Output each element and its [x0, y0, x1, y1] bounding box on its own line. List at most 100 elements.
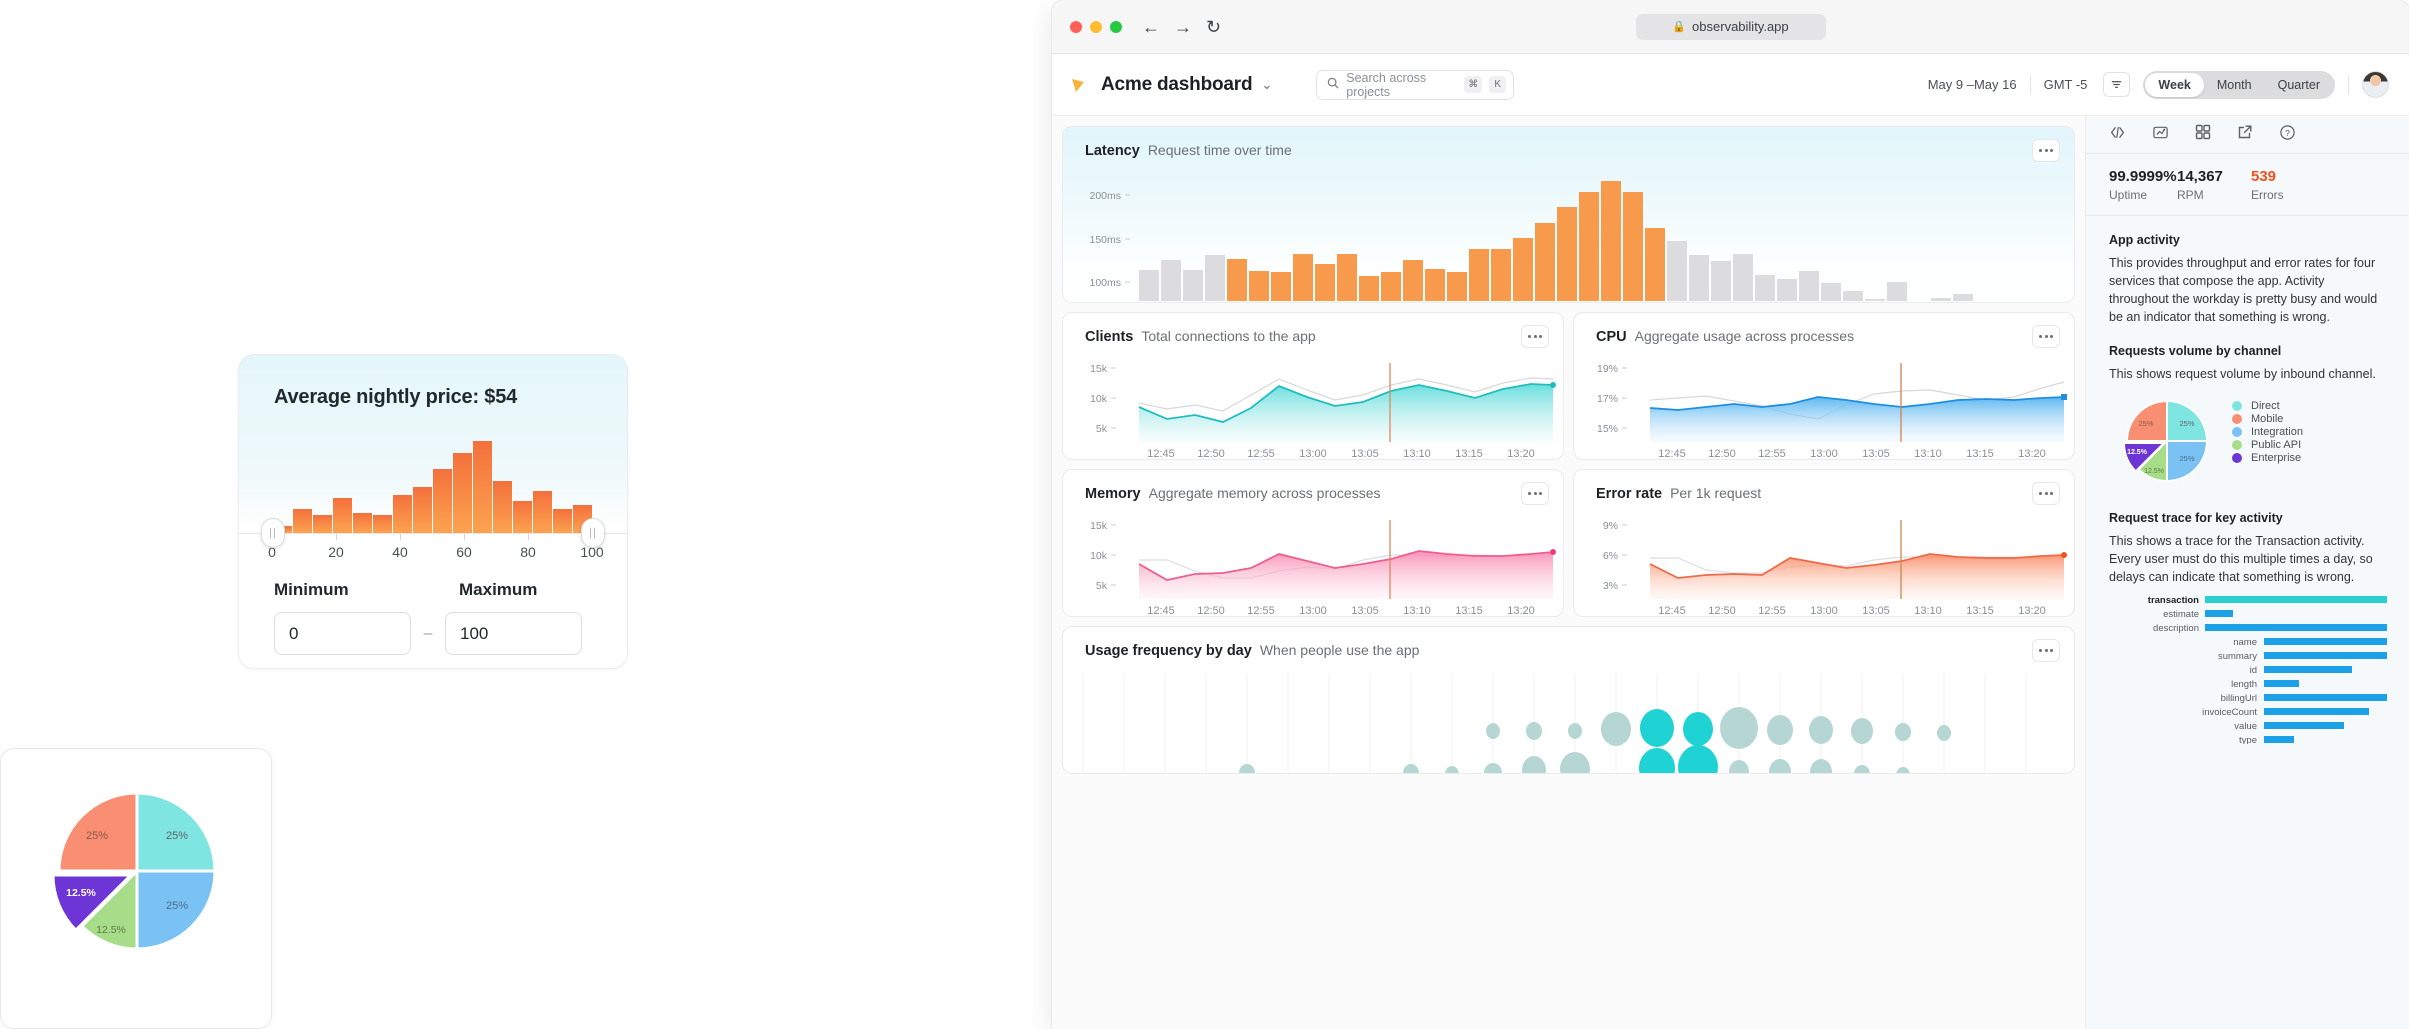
svg-text:id: id: [2250, 665, 2257, 676]
date-range-selector[interactable]: May 9 –May 16: [1927, 77, 2017, 92]
svg-text:13:15: 13:15: [1455, 448, 1483, 459]
svg-text:name: name: [2233, 637, 2257, 648]
svg-text:?: ?: [2285, 127, 2290, 137]
timezone-selector[interactable]: GMT -5: [2043, 77, 2088, 92]
sidebar-toolbar: ?: [2086, 116, 2409, 154]
request-trace-heading: Request trace for key activity: [2109, 510, 2283, 525]
sidebar-stats: 99.9999% Uptime 14,367 RPM 539 Errors: [2086, 154, 2409, 216]
tab-quarter[interactable]: Quarter: [2277, 77, 2320, 92]
maximum-input[interactable]: [445, 612, 582, 655]
range-slider-min-handle[interactable]: ||: [261, 518, 285, 548]
app-activity-body: This provides throughput and error rates…: [2109, 256, 2378, 325]
main-content: Latency Request time over time 200ms 150…: [1052, 116, 2085, 1029]
axis-tick-60: 60: [456, 544, 472, 560]
filter-button[interactable]: [2103, 72, 2131, 97]
error-rate-area-chart: 9% 6% 3% 12:45 12:50: [1603, 520, 2067, 616]
svg-text:Enterprise: Enterprise: [2251, 452, 2301, 464]
grid-icon[interactable]: [2195, 124, 2211, 145]
memory-more-button[interactable]: [1521, 482, 1549, 505]
minimum-input[interactable]: [274, 612, 411, 655]
svg-text:12:50: 12:50: [1197, 448, 1225, 459]
svg-text:12:55: 12:55: [1247, 605, 1275, 616]
error-ytick-9: 9%: [1603, 520, 1618, 532]
cpu-card: CPU Aggregate usage across processes: [1573, 312, 2075, 460]
latency-more-button[interactable]: [2032, 139, 2060, 162]
acme-logo-icon: [1070, 75, 1090, 95]
help-icon[interactable]: ?: [2279, 124, 2296, 146]
requests-pie-chart-large: 25% 25% 25% 12.5% 12.5%: [51, 791, 217, 951]
page-title: Acme dashboard: [1101, 73, 1253, 95]
memory-card: Memory Aggregate memory across processes: [1062, 469, 1564, 617]
back-icon[interactable]: ←: [1142, 16, 1160, 37]
clients-ytick-10k: 10k: [1090, 393, 1108, 405]
svg-text:summary: summary: [2218, 651, 2257, 662]
kbd-k: K: [1489, 76, 1507, 93]
avatar[interactable]: [2362, 71, 2389, 98]
maximize-window-button[interactable]: [1110, 20, 1122, 33]
request-trace-chart: transaction estimate description name su…: [2148, 595, 2387, 746]
svg-text:12.5%: 12.5%: [2144, 468, 2164, 475]
tab-month[interactable]: Month: [2216, 77, 2252, 92]
clients-ytick-5k: 5k: [1096, 423, 1108, 435]
range-slider-max-handle[interactable]: ||: [581, 518, 605, 548]
uptime-label: Uptime: [2109, 188, 2148, 202]
close-window-button[interactable]: [1070, 20, 1082, 33]
forward-icon[interactable]: →: [1174, 16, 1192, 37]
cpu-more-button[interactable]: [2032, 325, 2060, 348]
code-icon[interactable]: [2109, 124, 2126, 146]
memory-ytick-10k: 10k: [1090, 550, 1108, 562]
svg-text:25%: 25%: [166, 900, 188, 912]
svg-text:12:45: 12:45: [1658, 448, 1686, 459]
minimize-window-button[interactable]: [1090, 20, 1102, 33]
latency-bar-chart: 200ms 150ms 100ms: [1089, 181, 1973, 301]
clients-more-button[interactable]: [1521, 325, 1549, 348]
range-dash: –: [423, 624, 433, 642]
kbd-cmd: ⌘: [1464, 76, 1483, 93]
error-ytick-3: 3%: [1603, 580, 1618, 592]
svg-text:12:55: 12:55: [1247, 448, 1275, 459]
svg-text:12.5%: 12.5%: [96, 924, 126, 936]
app-body: Latency Request time over time 200ms 150…: [1052, 116, 2409, 1029]
cpu-subtitle: Aggregate usage across processes: [1634, 328, 1855, 344]
svg-text:13:10: 13:10: [1403, 448, 1431, 459]
clients-subtitle: Total connections to the app: [1141, 328, 1316, 344]
chart-icon[interactable]: [2152, 124, 2169, 146]
min-max-fields: Minimum Maximum –: [274, 580, 599, 655]
reload-icon[interactable]: ↻: [1206, 16, 1222, 37]
error-ytick-6: 6%: [1603, 550, 1618, 562]
cpu-title: CPU: [1596, 329, 1627, 345]
latency-ytick-200: 200ms: [1089, 190, 1121, 202]
clients-area-chart: 15k 10k 5k 12:45 12:50: [1090, 363, 1556, 459]
stat-uptime: 99.9999% Uptime: [2109, 168, 2177, 202]
divider: [2348, 74, 2349, 95]
svg-text:13:20: 13:20: [2018, 448, 2046, 459]
svg-text:13:15: 13:15: [1966, 605, 1994, 616]
error-rate-subtitle: Per 1k request: [1670, 485, 1762, 501]
cpu-area-chart: 19% 17% 15% 12:45 12:50: [1597, 363, 2067, 459]
search-input[interactable]: Search across projects ⌘ K: [1316, 69, 1515, 100]
memory-ytick-15k: 15k: [1090, 520, 1108, 532]
cpu-ytick-15: 15%: [1597, 423, 1618, 435]
section-request-trace: Request trace for key activity This show…: [2086, 499, 2409, 749]
svg-text:13:10: 13:10: [1403, 605, 1431, 616]
requests-pie-chart: 25% 25% 25% 12.5% 12.5% Direct Mobile In…: [2122, 399, 2303, 482]
svg-text:invoiceCount: invoiceCount: [2202, 707, 2257, 718]
browser-chrome: ← → ↻ 🔒 observability.app: [1052, 0, 2409, 54]
error-rate-more-button[interactable]: [2032, 482, 2060, 505]
svg-text:13:05: 13:05: [1351, 605, 1379, 616]
usage-more-button[interactable]: [2032, 639, 2060, 662]
tab-week[interactable]: Week: [2145, 72, 2204, 97]
svg-text:13:20: 13:20: [1507, 448, 1535, 459]
chevron-down-icon[interactable]: ⌄: [1261, 76, 1273, 92]
memory-ytick-5k: 5k: [1096, 580, 1108, 592]
usage-subtitle: When people use the app: [1259, 642, 1420, 658]
time-range-segmented-control[interactable]: Week Month Quarter: [2143, 70, 2335, 99]
histogram-baseline: [239, 533, 627, 534]
divider: [2029, 74, 2031, 95]
row-memory-error: Memory Aggregate memory across processes: [1062, 469, 2075, 617]
svg-text:25%: 25%: [166, 830, 188, 842]
address-bar[interactable]: 🔒 observability.app: [1635, 13, 1826, 40]
share-icon[interactable]: [2237, 124, 2253, 145]
window-controls[interactable]: [1070, 20, 1122, 33]
axis-tick-40: 40: [392, 544, 408, 560]
